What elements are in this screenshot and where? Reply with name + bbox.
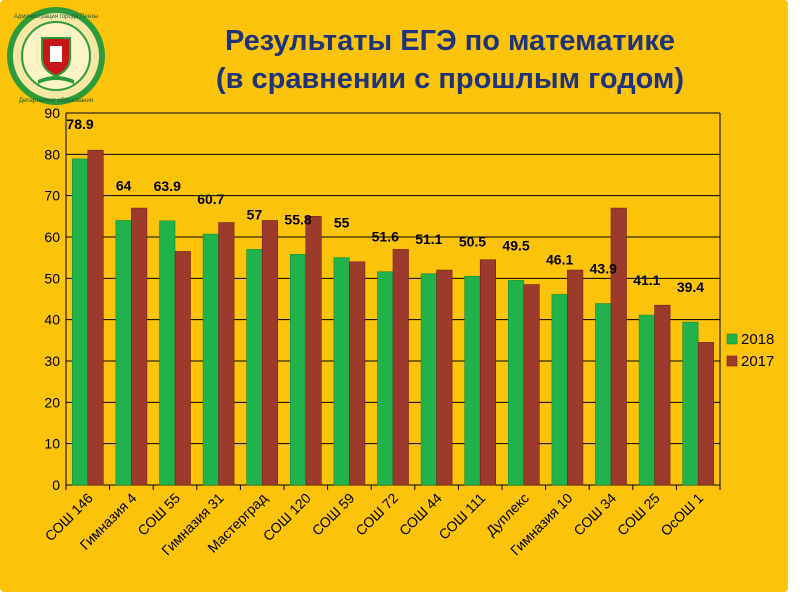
x-category-label: СОШ 59 (309, 490, 358, 539)
title-line-1: Результаты ЕГЭ по математике (224, 25, 676, 57)
data-label: 55 (334, 215, 350, 231)
x-category-label: СОШ 34 (570, 490, 619, 539)
legend-label-2018: 2018 (741, 331, 774, 348)
bar-2018 (333, 257, 350, 486)
data-label: 50.5 (459, 233, 486, 249)
bar-2018 (420, 273, 437, 486)
bar-2017 (392, 249, 409, 486)
data-label: 43.9 (590, 261, 617, 277)
bar-2018 (246, 249, 263, 486)
bar-2018 (638, 314, 655, 486)
data-label: 64 (116, 177, 132, 193)
data-label: 57 (247, 206, 263, 222)
x-category-label: СОШ 72 (352, 490, 401, 539)
bar-2017 (567, 269, 584, 486)
data-label: 55.8 (284, 211, 311, 227)
bar-2018 (289, 254, 307, 486)
emblem-book (38, 76, 74, 84)
data-label: 46.1 (546, 251, 573, 267)
y-tick-label: 80 (44, 146, 60, 162)
chart-legend: 2018 2017 (726, 331, 774, 370)
bar-2017 (131, 207, 148, 486)
y-tick-label: 20 (44, 394, 60, 410)
y-tick-label: 90 (44, 105, 60, 121)
data-label: 49.5 (502, 237, 529, 253)
bar-2018 (507, 280, 525, 486)
bar-2018 (202, 233, 219, 486)
bar-2018 (551, 294, 568, 486)
x-category-label: ОсОШ 1 (657, 490, 706, 539)
data-label: 78.9 (66, 116, 93, 132)
x-category-label: СОШ 25 (614, 490, 663, 539)
y-tick-label: 70 (44, 188, 60, 204)
chart-data-labels: 78.9 64 63.9 60.7 57 55.8 55 51.6 51.1 50.5 49.5 46… (66, 116, 704, 295)
bar-2017 (610, 207, 627, 486)
bar-2017 (349, 261, 366, 486)
chart-bars (72, 149, 715, 486)
bar-2018 (115, 220, 132, 486)
emblem-text-bottom: Департамент образования (19, 98, 93, 104)
y-tick-label: 30 (44, 353, 60, 369)
page-title: Результаты ЕГЭ по математике (в сравнени… (150, 22, 750, 98)
bar-2018 (72, 158, 89, 486)
legend-swatch-2018 (726, 333, 738, 345)
y-tick-label: 50 (44, 270, 60, 286)
bar-2017 (436, 269, 453, 486)
bar-2017 (174, 251, 191, 486)
bar-2017 (261, 220, 279, 486)
data-label: 39.4 (677, 279, 704, 295)
data-label: 51.6 (372, 229, 399, 245)
x-category-label: СОШ 111 (435, 490, 488, 543)
bar-2017 (87, 149, 104, 486)
y-tick-label: 10 (44, 436, 60, 452)
emblem-logo: Администрация города Пензы Департамент о… (7, 7, 105, 105)
bar-2017 (523, 284, 540, 486)
bar-2017 (697, 342, 715, 486)
data-label: 63.9 (154, 178, 181, 194)
bar-2018 (377, 271, 394, 486)
bar-2017 (305, 216, 322, 486)
legend-swatch-2017 (726, 355, 738, 367)
y-tick-label: 60 (44, 229, 60, 245)
legend-label-2017: 2017 (741, 353, 774, 370)
emblem-figure (50, 46, 62, 62)
data-label: 60.7 (197, 191, 224, 207)
bar-2017 (654, 304, 671, 486)
bar-2017 (218, 222, 235, 486)
x-category-label: СОШ 120 (260, 490, 314, 544)
bar-2018 (682, 321, 699, 486)
y-tick-label: 40 (44, 312, 60, 328)
bar-2018 (159, 220, 176, 486)
emblem-text-top: Администрация города Пензы (14, 14, 98, 20)
slide-background: Администрация города Пензы Департамент о… (0, 0, 788, 592)
bar-2017 (479, 259, 497, 486)
y-tick-label: 0 (52, 477, 60, 493)
title-line-2: (в сравнении с прошлым годом) (215, 63, 685, 95)
data-label: 51.1 (415, 231, 442, 247)
data-label: 41.1 (633, 272, 660, 288)
bar-2018 (464, 275, 481, 486)
bar-2018 (595, 303, 612, 486)
